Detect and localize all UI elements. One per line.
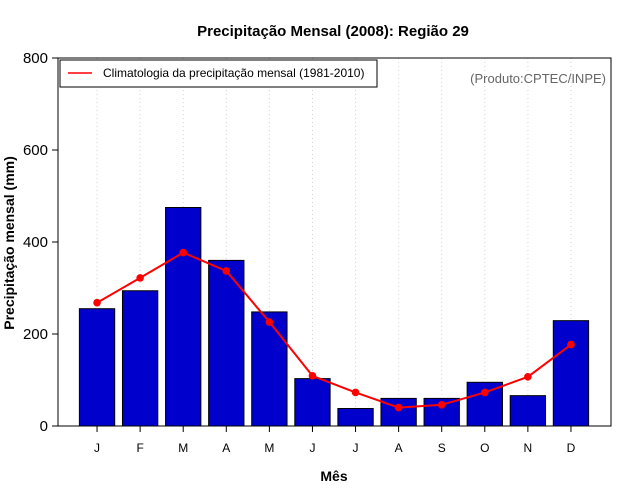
- bar-1: [78, 308, 116, 427]
- x-tick-label: O: [480, 441, 489, 455]
- bar-7: [337, 408, 374, 427]
- chart-title: Precipitação Mensal (2008): Região 29: [197, 23, 469, 40]
- x-tick-label: A: [222, 441, 230, 455]
- x-tick-label: D: [567, 441, 576, 455]
- climatology-point: [437, 401, 446, 409]
- climatology-line: [96, 251, 572, 409]
- climatology-point: [136, 274, 144, 282]
- x-tick-label: M: [264, 441, 274, 455]
- climatology-point: [480, 388, 489, 397]
- y-tick-label: 400: [23, 234, 48, 251]
- x-axis-label: Mês: [320, 468, 347, 484]
- y-tick-label: 0: [40, 418, 48, 435]
- y-tick-label: 200: [23, 326, 48, 343]
- climatology-point: [93, 298, 101, 307]
- bar-3: [165, 207, 202, 427]
- bar-11: [509, 395, 547, 427]
- bars: [78, 207, 590, 427]
- y-axis: 0 200 400 600 800: [23, 50, 58, 435]
- climatology-point: [351, 388, 360, 397]
- climatology-series: [93, 248, 575, 412]
- bar-5: [251, 311, 288, 427]
- y-tick-label: 800: [23, 50, 48, 67]
- y-tick-label: 600: [23, 142, 48, 159]
- legend-label: Climatologia da precipitação mensal (198…: [103, 66, 364, 80]
- climatology-point: [567, 340, 575, 349]
- climatology-point: [179, 248, 188, 257]
- legend: Climatologia da precipitação mensal (198…: [59, 59, 378, 88]
- x-tick-label: A: [395, 441, 403, 455]
- legend-box: [59, 59, 378, 88]
- y-axis-label: Precipitação mensal (mm): [1, 156, 17, 330]
- climatology-point: [222, 267, 231, 275]
- bar-4: [208, 259, 245, 427]
- x-tick-label: J: [353, 441, 359, 455]
- x-tick-label: N: [524, 441, 533, 455]
- bar-2: [121, 290, 159, 427]
- climatology-point: [524, 372, 532, 381]
- x-tick-label: F: [136, 441, 143, 455]
- climatology-point: [265, 318, 274, 326]
- climatology-point: [394, 403, 403, 412]
- x-tick-label: M: [178, 441, 188, 455]
- bar-6: [294, 378, 331, 427]
- bar-12: [552, 320, 590, 427]
- climatology-point: [308, 372, 317, 380]
- x-tick-label: J: [309, 441, 315, 455]
- product-credit: (Produto:CPTEC/INPE): [470, 71, 606, 86]
- x-tick-label: J: [94, 441, 100, 455]
- x-tick-label: S: [438, 441, 446, 455]
